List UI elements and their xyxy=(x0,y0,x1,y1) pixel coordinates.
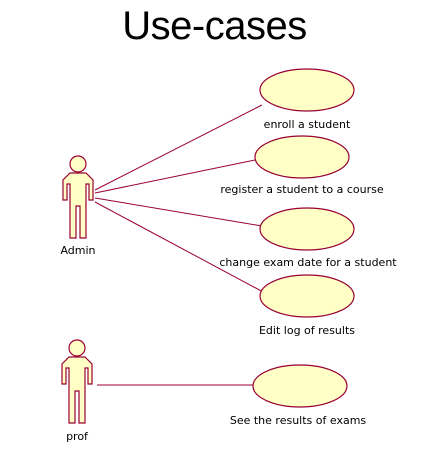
actor-prof[interactable] xyxy=(61,339,93,424)
association-admin-uc4[interactable] xyxy=(94,201,266,294)
use-case-ellipse xyxy=(259,207,355,251)
actor-admin-label: Admin xyxy=(60,244,95,257)
use-case-ellipse xyxy=(254,135,350,179)
page-title: Use-cases xyxy=(122,4,307,48)
use-case-label: change exam date for a student xyxy=(219,256,397,269)
actor-stick-figure-icon xyxy=(61,339,93,424)
use-case-uc4[interactable]: Edit log of results xyxy=(259,274,355,337)
association-admin-uc1[interactable] xyxy=(94,104,263,191)
actor-stick-figure-icon xyxy=(62,155,94,239)
association-admin-uc3[interactable] xyxy=(94,197,263,227)
use-case-label: See the results of exams xyxy=(230,414,367,427)
associations xyxy=(94,104,266,386)
use-case-ellipse xyxy=(252,364,348,408)
use-case-ellipse xyxy=(259,274,355,318)
actor-admin[interactable] xyxy=(62,155,94,239)
use-case-ellipse xyxy=(259,68,355,112)
use-case-uc3[interactable]: change exam date for a student xyxy=(219,207,397,269)
use-case-label: enroll a student xyxy=(264,118,351,131)
actor-prof-label: prof xyxy=(66,430,89,443)
use-case-uc5[interactable]: See the results of exams xyxy=(230,364,367,427)
use-case-label: register a student to a course xyxy=(220,183,383,196)
association-admin-uc2[interactable] xyxy=(94,159,256,194)
use-case-uc1[interactable]: enroll a student xyxy=(259,68,355,131)
use-case-uc2[interactable]: register a student to a course xyxy=(220,135,384,196)
use-case-label: Edit log of results xyxy=(259,324,355,337)
